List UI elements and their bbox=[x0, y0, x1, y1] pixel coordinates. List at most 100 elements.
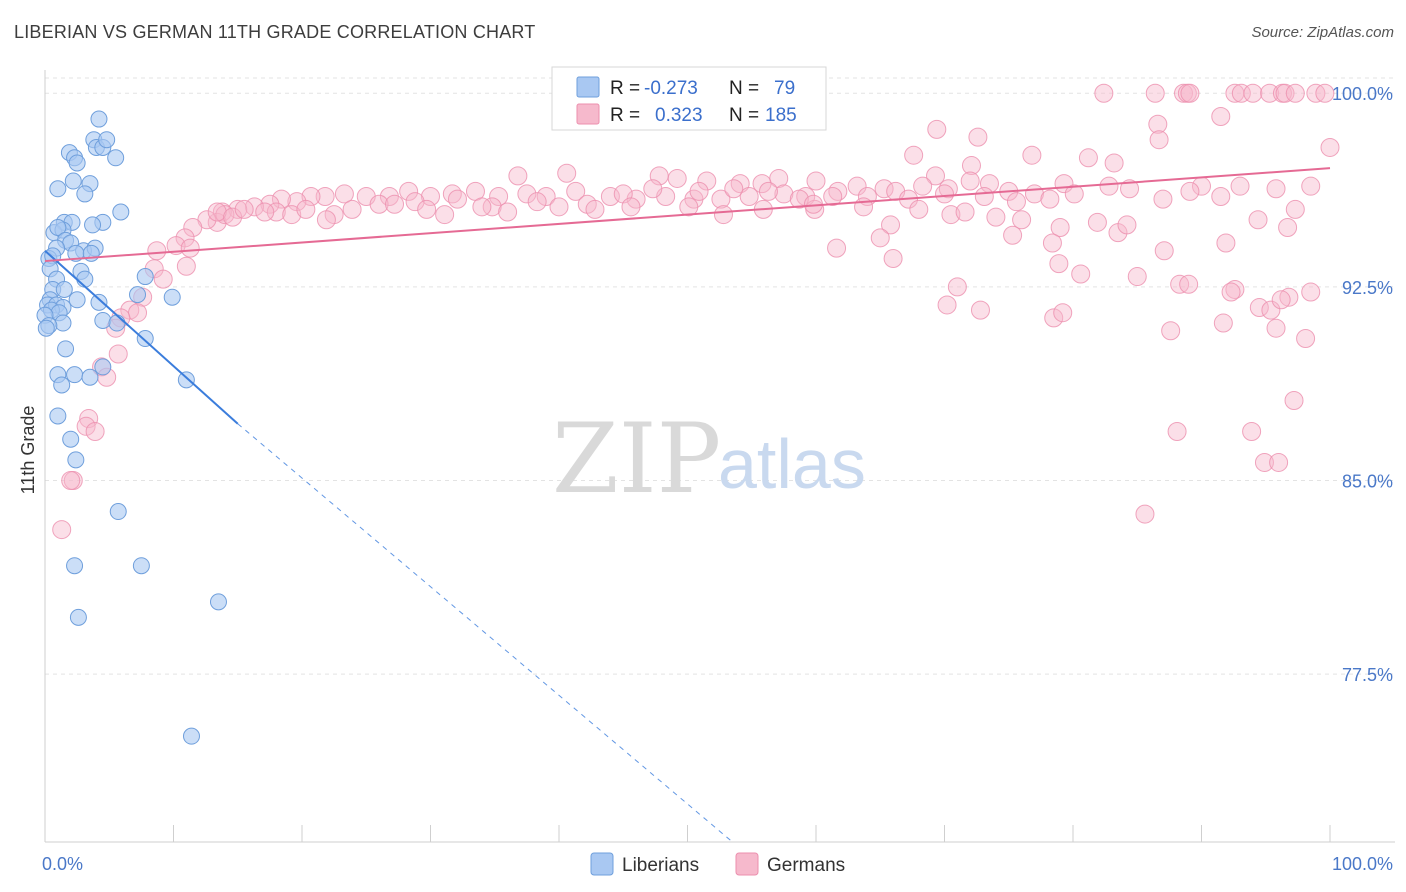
data-point-liberians bbox=[108, 314, 126, 332]
data-point-germans bbox=[974, 187, 994, 207]
data-point-germans bbox=[1278, 217, 1298, 237]
data-point-liberians bbox=[209, 593, 227, 611]
y-tick-label: 77.5% bbox=[1342, 665, 1393, 685]
data-point-germans bbox=[697, 171, 717, 191]
data-point-germans bbox=[870, 228, 890, 248]
watermark-atlas: atlas bbox=[718, 425, 866, 503]
data-point-germans bbox=[183, 217, 203, 237]
data-point-germans bbox=[904, 145, 924, 165]
data-point-germans bbox=[85, 421, 105, 441]
data-point-germans bbox=[271, 189, 291, 209]
legend-r-value-2: 0.323 bbox=[655, 105, 703, 126]
data-point-germans bbox=[282, 205, 302, 225]
data-point-germans bbox=[1120, 179, 1140, 199]
data-point-germans bbox=[1275, 83, 1295, 103]
data-point-liberians bbox=[90, 110, 108, 128]
data-point-germans bbox=[405, 192, 425, 212]
data-point-germans bbox=[827, 238, 847, 258]
data-point-liberians bbox=[54, 314, 72, 332]
data-point-germans bbox=[1050, 217, 1070, 237]
legend-swatch-liberians-bottom bbox=[590, 852, 614, 876]
data-point-liberians bbox=[49, 218, 67, 236]
data-point-germans bbox=[1094, 83, 1114, 103]
legend-label-liberians: Liberians bbox=[622, 855, 699, 876]
data-point-germans bbox=[147, 241, 167, 261]
data-point-germans bbox=[828, 181, 848, 201]
data-point-liberians bbox=[136, 330, 154, 348]
data-point-germans bbox=[711, 189, 731, 209]
data-point-germans bbox=[1249, 298, 1269, 318]
data-point-liberians bbox=[76, 185, 94, 203]
data-point-liberians bbox=[182, 727, 200, 745]
x-tick-label-end: 100.0% bbox=[1332, 854, 1393, 874]
y-tick-label: 92.5% bbox=[1342, 278, 1393, 298]
data-point-germans bbox=[1161, 321, 1181, 341]
data-point-germans bbox=[1296, 329, 1316, 349]
data-point-germans bbox=[61, 471, 81, 491]
data-point-germans bbox=[489, 187, 509, 207]
y-tick-labels: 77.5% 85.0% 92.5% 100.0% bbox=[1332, 84, 1393, 685]
data-point-germans bbox=[1104, 153, 1124, 173]
legend-label-germans: Germans bbox=[767, 855, 845, 876]
data-point-germans bbox=[823, 187, 843, 207]
data-point-germans bbox=[986, 207, 1006, 227]
data-point-germans bbox=[1006, 192, 1026, 212]
data-point-germans bbox=[758, 181, 778, 201]
data-point-germans bbox=[713, 205, 733, 225]
data-point-germans bbox=[108, 344, 128, 364]
data-point-germans bbox=[1117, 215, 1137, 235]
data-point-germans bbox=[874, 179, 894, 199]
data-point-germans bbox=[689, 181, 709, 201]
legend-n-value-1: 79 bbox=[774, 78, 795, 99]
legend-n-label-2: N = bbox=[729, 105, 759, 126]
data-point-germans bbox=[266, 202, 286, 222]
data-point-germans bbox=[1135, 504, 1155, 524]
data-point-liberians bbox=[98, 131, 116, 149]
data-point-germans bbox=[941, 205, 961, 225]
data-point-germans bbox=[1301, 282, 1321, 302]
data-point-liberians bbox=[107, 149, 125, 167]
data-point-germans bbox=[961, 156, 981, 176]
data-point-germans bbox=[315, 187, 335, 207]
data-point-germans bbox=[180, 238, 200, 258]
data-point-germans bbox=[52, 520, 72, 540]
data-point-germans bbox=[508, 166, 528, 186]
data-point-germans bbox=[1266, 318, 1286, 338]
data-point-germans bbox=[1064, 184, 1084, 204]
data-point-germans bbox=[482, 197, 502, 217]
data-point-liberians bbox=[129, 286, 147, 304]
data-point-germans bbox=[1315, 83, 1335, 103]
data-point-germans bbox=[968, 127, 988, 147]
data-point-germans bbox=[774, 184, 794, 204]
trend-lines bbox=[44, 167, 1331, 843]
data-point-germans bbox=[1042, 233, 1062, 253]
stats-legend: R = -0.273 N = 79 R = 0.323 N = 185 bbox=[551, 66, 827, 131]
data-point-germans bbox=[806, 171, 826, 191]
data-point-liberians bbox=[163, 288, 181, 306]
data-point-germans bbox=[1022, 145, 1042, 165]
data-point-liberians bbox=[49, 407, 67, 425]
data-point-germans bbox=[883, 248, 903, 268]
data-point-germans bbox=[1320, 137, 1340, 157]
trend-line-liberians bbox=[44, 249, 239, 425]
data-point-germans bbox=[739, 187, 759, 207]
data-point-germans bbox=[417, 199, 437, 219]
data-point-liberians bbox=[57, 340, 75, 358]
data-point-germans bbox=[1087, 212, 1107, 232]
data-point-germans bbox=[1154, 241, 1174, 261]
data-point-germans bbox=[1049, 254, 1069, 274]
data-point-liberians bbox=[62, 430, 80, 448]
data-point-germans bbox=[1012, 210, 1032, 230]
legend-n-label-1: N = bbox=[729, 78, 759, 99]
data-point-liberians bbox=[109, 503, 127, 521]
y-tick-label: 100.0% bbox=[1332, 84, 1393, 104]
data-point-germans bbox=[1285, 199, 1305, 219]
trend-line-germans bbox=[44, 167, 1331, 263]
y-tick-label: 85.0% bbox=[1342, 472, 1393, 492]
data-point-liberians bbox=[81, 368, 99, 386]
series-liberians bbox=[36, 110, 227, 745]
data-point-germans bbox=[938, 179, 958, 199]
data-point-liberians bbox=[67, 451, 85, 469]
data-point-germans bbox=[234, 199, 254, 219]
data-point-germans bbox=[1271, 290, 1291, 310]
